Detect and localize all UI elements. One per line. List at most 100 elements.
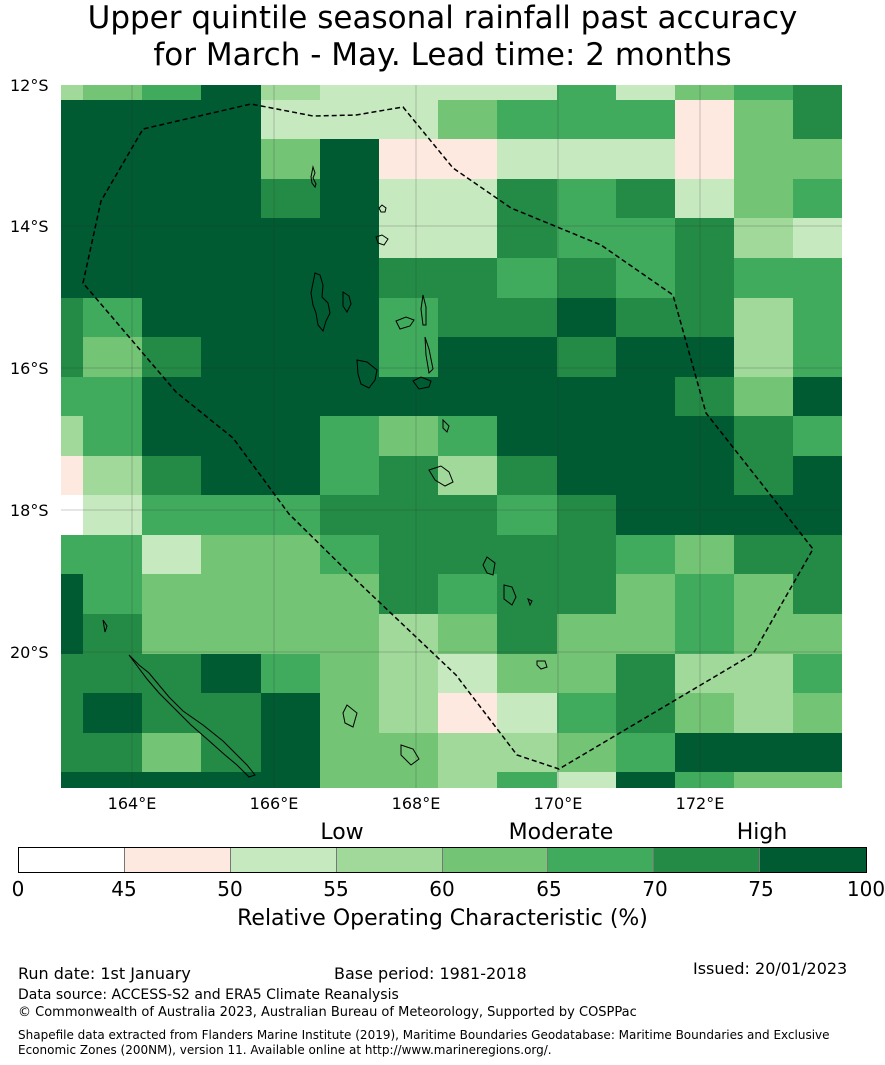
grid-cell xyxy=(201,179,262,219)
grid-cell xyxy=(379,456,439,496)
grid-cell xyxy=(497,654,558,694)
grid-cell xyxy=(438,337,498,378)
grid-cell xyxy=(83,100,143,140)
grid-cell xyxy=(320,218,380,259)
grid-cell xyxy=(201,218,262,259)
shapefile-credit-line-2: Economic Zones (200NM), version 11. Avai… xyxy=(18,1043,552,1057)
grid-cell xyxy=(61,85,84,101)
grid-cell xyxy=(320,495,380,536)
grid-cell xyxy=(557,535,617,575)
grid-cell xyxy=(675,614,735,655)
colorbar-tick: 65 xyxy=(536,877,562,901)
legend-category-high: High xyxy=(736,820,788,845)
grid-cell xyxy=(793,574,842,615)
grid-cell xyxy=(142,772,202,788)
grid-cell xyxy=(438,416,498,457)
grid-cell xyxy=(142,218,202,259)
grid-cell xyxy=(793,377,842,417)
grid-cell xyxy=(616,416,676,457)
grid-cell xyxy=(557,416,617,457)
grid-cells xyxy=(61,85,842,788)
grid-cell xyxy=(557,218,617,259)
grid-cell xyxy=(201,733,262,773)
grid-cell xyxy=(497,337,558,378)
grid-cell xyxy=(734,535,794,575)
grid-cell xyxy=(142,456,202,496)
grid-cell xyxy=(675,416,735,457)
grid-cell xyxy=(261,574,321,615)
grid-cell xyxy=(557,100,617,140)
grid-cell xyxy=(261,337,321,378)
grid-cell xyxy=(261,298,321,338)
grid-cell xyxy=(61,100,84,140)
copyright: © Commonwealth of Australia 2023, Austra… xyxy=(18,1005,637,1020)
grid-cell xyxy=(83,733,143,773)
lat-label-18s: 18°S xyxy=(10,501,49,520)
grid-cell xyxy=(61,258,84,299)
colorbar-segment xyxy=(442,848,549,872)
grid-cell xyxy=(734,298,794,338)
grid-cell xyxy=(616,495,676,536)
grid-cell xyxy=(320,416,380,457)
grid-cell xyxy=(201,258,262,299)
grid-cell xyxy=(61,377,84,417)
grid-cell xyxy=(734,456,794,496)
grid-cell xyxy=(438,218,498,259)
grid-cell xyxy=(83,456,143,496)
grid-cell xyxy=(734,772,794,788)
grid-cell xyxy=(438,179,498,219)
shapefile-credit-line-1: Shapefile data extracted from Flanders M… xyxy=(18,1028,830,1042)
grid-cell xyxy=(675,139,735,180)
grid-cell xyxy=(675,100,735,140)
title-line-2: for March - May. Lead time: 2 months xyxy=(153,37,732,73)
grid-cell xyxy=(201,100,262,140)
grid-cell xyxy=(793,179,842,219)
grid-cell xyxy=(734,377,794,417)
grid-cell xyxy=(734,574,794,615)
grid-cell xyxy=(616,139,676,180)
grid-cell xyxy=(201,377,262,417)
grid-cell xyxy=(793,733,842,773)
grid-cell xyxy=(320,258,380,299)
grid-cell xyxy=(261,733,321,773)
grid-cell xyxy=(61,298,84,338)
base-period: Base period: 1981-2018 xyxy=(334,964,527,983)
grid-cell xyxy=(734,179,794,219)
grid-cell xyxy=(616,654,676,694)
grid-cell xyxy=(261,377,321,417)
grid-cell xyxy=(675,772,735,788)
grid-cell xyxy=(61,733,84,773)
map-title: Upper quintile seasonal rainfall past ac… xyxy=(0,0,885,74)
grid-cell xyxy=(142,298,202,338)
legend-category-low: Low xyxy=(320,820,364,845)
grid-cell xyxy=(675,495,735,536)
grid-cell xyxy=(675,535,735,575)
grid-cell xyxy=(675,179,735,219)
grid-cell xyxy=(793,535,842,575)
grid-cell xyxy=(142,100,202,140)
grid-cell xyxy=(320,100,380,140)
grid-cell xyxy=(83,495,143,536)
grid-cell xyxy=(438,654,498,694)
grid-cell xyxy=(320,693,380,734)
lat-label-14s: 14°S xyxy=(10,217,49,236)
grid-cell xyxy=(793,772,842,788)
grid-cell xyxy=(497,377,558,417)
grid-cell xyxy=(320,298,380,338)
grid-cell xyxy=(201,85,262,101)
grid-cell xyxy=(557,337,617,378)
colorbar-tick: 70 xyxy=(642,877,668,901)
grid-cell xyxy=(142,139,202,180)
legend-category-moderate: Moderate xyxy=(508,820,614,845)
grid-cell xyxy=(379,772,439,788)
grid-cell xyxy=(261,416,321,457)
grid-cell xyxy=(379,139,439,180)
grid-cell xyxy=(379,733,439,773)
grid-cell xyxy=(734,693,794,734)
lat-label-12s: 12°S xyxy=(10,76,49,95)
colorbar xyxy=(18,847,867,873)
grid-cell xyxy=(497,772,558,788)
grid-cell xyxy=(793,614,842,655)
grid-cell xyxy=(616,337,676,378)
grid-cell xyxy=(320,456,380,496)
